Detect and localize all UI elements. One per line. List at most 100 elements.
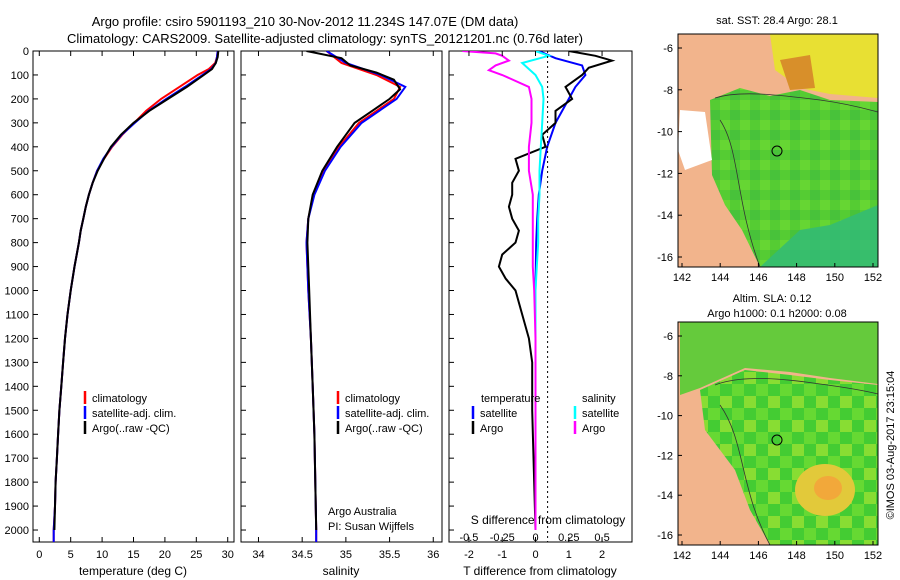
temperature-panel-frame <box>32 50 235 543</box>
salinity-depth-ticks <box>241 50 246 531</box>
map-x-tick-label: 146 <box>749 550 767 562</box>
series-line-argo-raw-qc- <box>53 51 220 531</box>
depth-tick-label: 1900 <box>5 501 29 513</box>
legend-argo-label: Argo(..raw -QC) <box>92 423 170 435</box>
temperature-axis-label: temperature (deg C) <box>79 564 187 578</box>
depth-tick-label: 900 <box>11 262 29 274</box>
difference-panel-frame <box>448 50 633 543</box>
difference-x-tick-label: 0 <box>532 549 538 561</box>
sst-ocean <box>710 88 878 267</box>
depth-tick-label: 1000 <box>5 286 29 298</box>
depth-tick-label: 1500 <box>5 405 29 417</box>
depth-axis: 0 100 200 300 400 500 600 700 800 900 1000 1100 1200… <box>5 46 38 537</box>
salinity-difference-x-ticks: -0.5 -0.25 0 0.25 0.5 <box>459 532 609 544</box>
salinity-x-tick-label: 35 <box>340 549 352 561</box>
s-difference-axis-label: S difference from climatology <box>471 513 626 527</box>
salinity-series <box>305 51 407 542</box>
map-y-tick-label: -12 <box>657 450 673 462</box>
difference-x-tick-label: 2 <box>599 549 605 561</box>
map-y-tick-label: -6 <box>663 43 673 55</box>
salinity-difference-tick-label: -0.5 <box>459 532 478 544</box>
temperature-x-tick-label: 10 <box>96 549 108 561</box>
principal-investigator-note: PI: Susan Wijffels <box>328 521 414 533</box>
legend-t-argo-label: Argo <box>480 423 503 435</box>
depth-tick-label: 300 <box>11 118 29 130</box>
legend-argo-label: Argo(..raw -QC) <box>345 423 423 435</box>
depth-tick-label: 700 <box>11 214 29 226</box>
sst-map-title: sat. SST: 28.4 Argo: 28.1 <box>716 15 838 27</box>
map-y-tick-label: -10 <box>657 411 673 423</box>
legend-s-argo-label: Argo <box>582 423 605 435</box>
depth-tick-label: 400 <box>11 142 29 154</box>
difference-x-tick-label: -2 <box>464 549 474 561</box>
imos-credit: ©IMOS 03-Aug-2017 23:15:04 <box>885 371 897 520</box>
sst-map-ticks: 142 144 146 148 150 152 -6 -8 -10 -12 -14 -16 <box>657 43 882 284</box>
temperature-x-tick-label: 25 <box>190 549 202 561</box>
salinity-x-ticks: 34 34.5 35 35.5 36 <box>252 51 439 561</box>
sst-shelf-contour <box>719 119 761 268</box>
map-y-tick-label: -12 <box>657 168 673 180</box>
sla-map <box>677 321 879 546</box>
temperature-x-tick-label: 5 <box>68 549 74 561</box>
map-y-tick-label: -16 <box>657 530 673 542</box>
sla-peak-anomaly <box>814 476 842 500</box>
figure-title-line1: Argo profile: csiro 5901193_210 30-Nov-2… <box>92 14 519 29</box>
map-y-tick-label: -8 <box>663 371 673 383</box>
legend-salinity-title: salinity <box>582 393 616 405</box>
salinity-difference-tick-label: 0 <box>532 532 538 544</box>
sst-map <box>677 33 879 268</box>
sla-argo-location-marker <box>771 434 783 446</box>
map-y-tick-label: -6 <box>663 331 673 343</box>
depth-tick-label: 1400 <box>5 381 29 393</box>
salinity-x-tick-label: 34 <box>252 549 264 561</box>
salinity-x-tick-label: 35.5 <box>379 549 400 561</box>
map-x-tick-label: 144 <box>711 272 729 284</box>
series-line-t-argo <box>497 51 616 531</box>
legend-t-satellite-label: satellite <box>480 408 517 420</box>
sla-map-ticks: 142 144 146 148 150 152 -6 -8 -10 -12 -14 -16 <box>657 331 882 562</box>
salinity-x-tick-label: 34.5 <box>291 549 312 561</box>
depth-tick-label: 0 <box>23 46 29 58</box>
legend-temperature-title: temperature <box>481 393 540 405</box>
temperature-x-tick-label: 15 <box>127 549 139 561</box>
depth-tick-label: 200 <box>11 94 29 106</box>
map-x-tick-label: 150 <box>826 272 844 284</box>
temperature-x-ticks: 0 5 10 15 20 25 30 <box>36 51 234 561</box>
difference-legend: temperature satellite Argo salinity sate… <box>471 393 619 435</box>
depth-tick-label: 1300 <box>5 357 29 369</box>
map-y-tick-label: -14 <box>657 210 673 222</box>
map-x-tick-label: 148 <box>787 550 805 562</box>
sst-ocean-cool <box>760 205 878 267</box>
depth-tick-label: 1700 <box>5 453 29 465</box>
map-x-tick-label: 146 <box>749 272 767 284</box>
map-x-tick-label: 142 <box>673 550 691 562</box>
sla-ocean-north <box>680 322 878 395</box>
difference-series <box>462 51 616 531</box>
depth-tick-label: 1600 <box>5 429 29 441</box>
depth-tick-label: 500 <box>11 166 29 178</box>
depth-tick-label: 600 <box>11 190 29 202</box>
map-x-tick-label: 148 <box>787 272 805 284</box>
difference-depth-ticks <box>449 50 454 531</box>
argo-australia-note: Argo Australia <box>328 506 397 518</box>
difference-x-ticks: -2 -1 0 1 2 <box>464 51 605 561</box>
salinity-axis-label: salinity <box>323 564 360 578</box>
map-y-tick-label: -16 <box>657 252 673 264</box>
map-y-tick-label: -8 <box>663 85 673 97</box>
t-difference-axis-label: T difference from climatology <box>463 564 617 578</box>
map-x-tick-label: 150 <box>826 550 844 562</box>
legend-s-satellite-label: satellite <box>582 408 619 420</box>
map-y-tick-label: -14 <box>657 490 673 502</box>
legend-climatology-label: climatology <box>345 393 401 405</box>
salinity-difference-tick-label: 0.5 <box>594 532 609 544</box>
sst-argo-location-marker <box>771 145 783 157</box>
difference-x-tick-label: 1 <box>566 549 572 561</box>
map-y-tick-label: -10 <box>657 127 673 139</box>
temperature-x-tick-label: 20 <box>159 549 171 561</box>
depth-tick-label: 2000 <box>5 525 29 537</box>
sst-cloud-gap <box>678 110 712 170</box>
depth-tick-label: 100 <box>11 70 29 82</box>
depth-tick-label: 800 <box>11 238 29 250</box>
legend-satellite-label: satellite-adj. clim. <box>345 408 429 420</box>
